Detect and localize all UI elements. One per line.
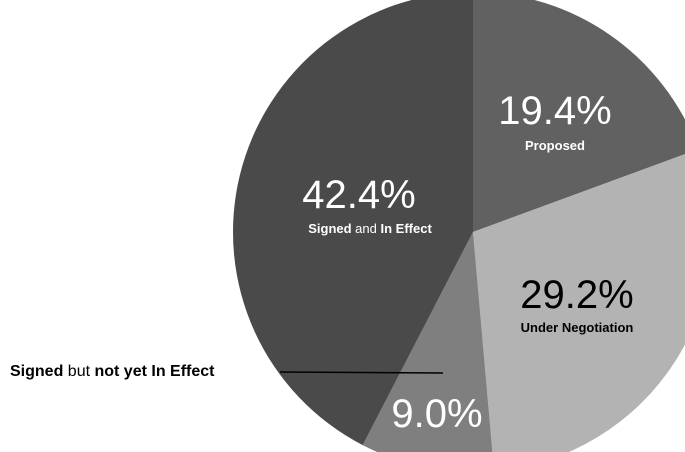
slice-category-label-2-part-2: not yet In Effect (94, 363, 215, 380)
slice-category-label-3-part-2: In Effect (380, 221, 432, 236)
pie-slice-3 (233, 0, 473, 446)
slice-value-label-2: 9.0% (391, 392, 482, 436)
slice-value-label-0: 19.4% (498, 89, 611, 133)
slice-category-label-3-part-1: and (352, 221, 381, 236)
slice-category-label-3-part-0: Signed (308, 221, 351, 236)
slice-category-label-0: Proposed (525, 138, 585, 153)
pie-slice-2 (362, 232, 493, 452)
slice-category-label-1-part-0: Under Negotiation (521, 320, 634, 335)
slice-category-label-3: Signed and In Effect (308, 221, 432, 236)
pie-slice-0 (473, 0, 685, 232)
pie-labels: 19.4% Proposed 29.2% Under Negotiation 9.0% S… (10, 89, 634, 436)
slice-category-label-2: Signed but not yet In Effect (10, 363, 215, 380)
slice-value-label-3: 42.4% (302, 173, 415, 217)
slice-value-label-1: 29.2% (520, 273, 633, 317)
pie-slice-1 (473, 154, 685, 452)
slice-category-label-1: Under Negotiation (521, 320, 634, 335)
pie-slices (233, 0, 685, 452)
slice-leader-line-2 (279, 371, 444, 374)
slice-category-label-2-part-0: Signed (10, 363, 63, 380)
slice-category-label-2-part-1: but (63, 363, 94, 380)
slice-category-label-0-part-0: Proposed (525, 138, 585, 153)
